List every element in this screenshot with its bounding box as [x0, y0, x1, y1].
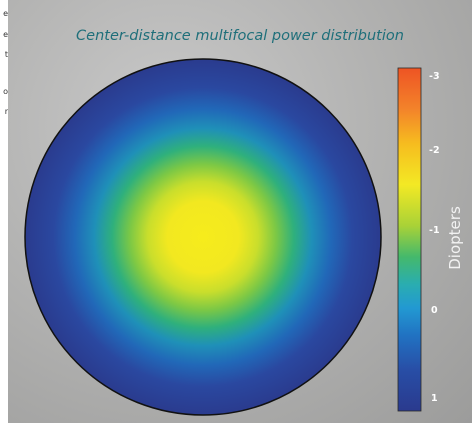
- colorbar: [397, 67, 422, 412]
- edge-text-5: r: [4, 108, 8, 116]
- lens-power-map: [24, 58, 382, 416]
- colorbar-tick-label: -3: [429, 71, 440, 82]
- edge-text-3: t: [4, 51, 8, 59]
- colorbar-tick-label: -1: [429, 225, 440, 236]
- edge-text-1: e: [3, 10, 8, 18]
- colorbar-axis-label: Diopters: [446, 206, 464, 270]
- edge-text-2: e: [3, 31, 8, 39]
- left-margin: e e t o r: [0, 0, 8, 423]
- colorbar-tick-label: 0: [431, 305, 438, 316]
- colorbar-tick-label: -2: [429, 145, 440, 156]
- colorbar-tick-label: 1: [431, 393, 438, 404]
- figure-title: Center-distance multifocal power distrib…: [76, 28, 404, 44]
- edge-text-4: o: [3, 88, 8, 96]
